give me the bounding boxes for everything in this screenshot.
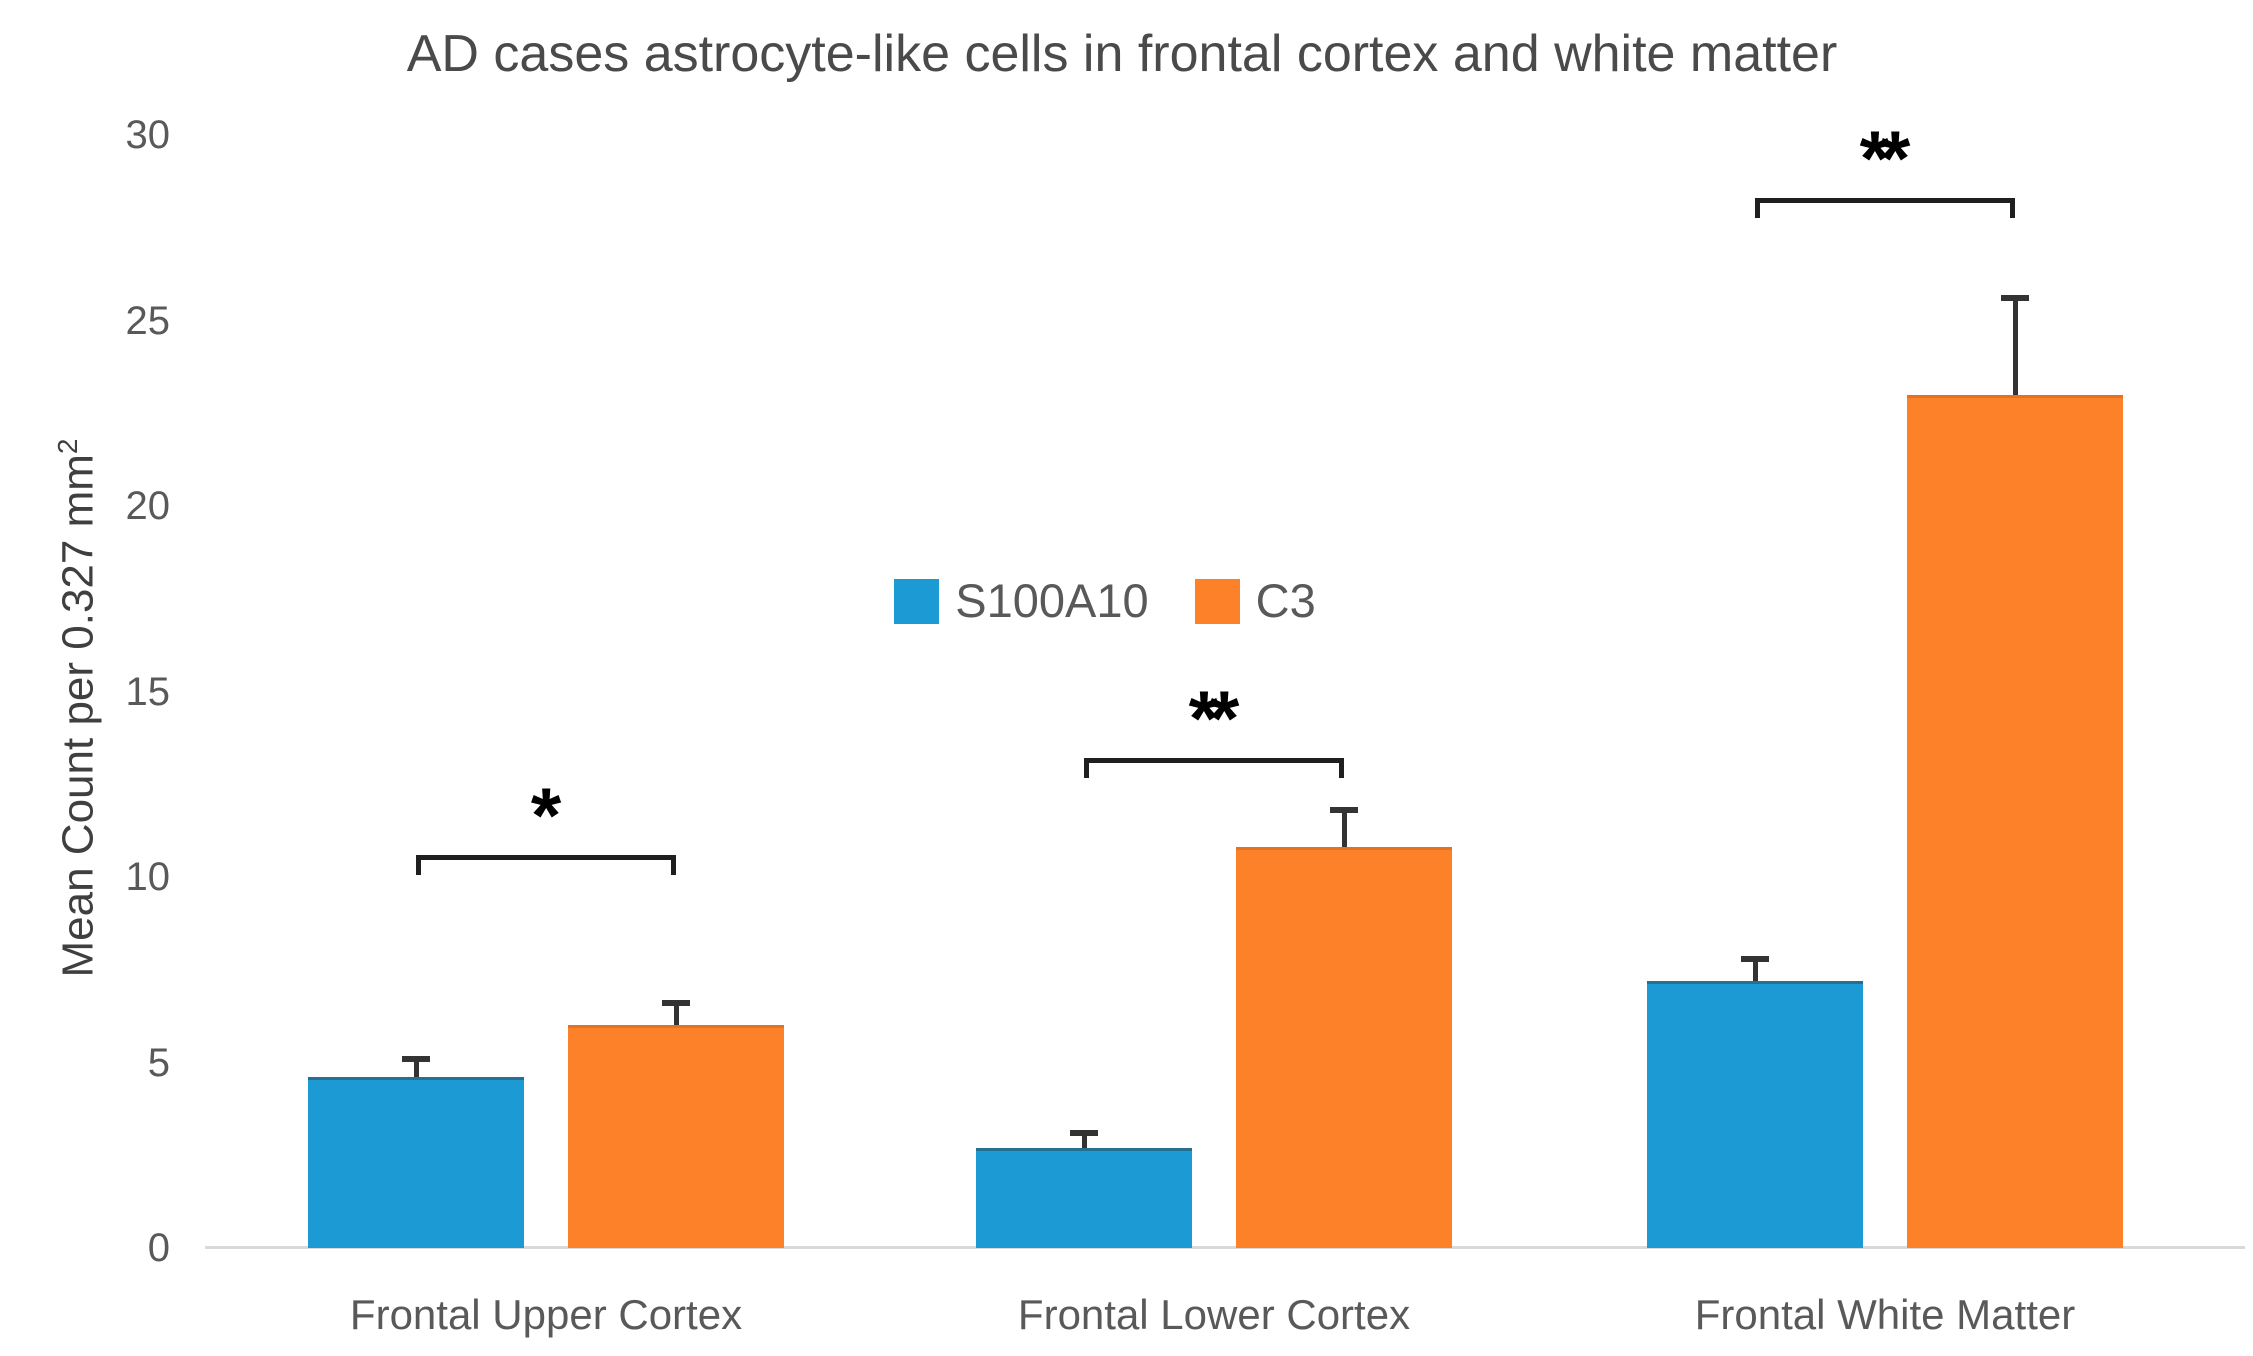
error-bar-c3-frontal-upper-cortex xyxy=(673,1003,679,1026)
y-tick-label-30: 30 xyxy=(125,113,171,157)
significance-label-frontal-white-matter: ** xyxy=(1859,114,1911,203)
legend-item-c3: C3 xyxy=(1194,571,1316,631)
bar-s100a10-frontal-upper-cortex xyxy=(308,1077,524,1248)
significance-bracket-frontal-white-matter xyxy=(1755,198,2015,219)
legend-swatch-c3 xyxy=(1194,578,1240,624)
y-tick-label-25: 25 xyxy=(125,298,171,343)
error-bar-cap-c3-frontal-white-matter xyxy=(2001,295,2029,302)
legend: S100A10 C3 xyxy=(0,570,2210,632)
bar-s100a10-frontal-lower-cortex xyxy=(976,1147,1192,1248)
y-tick-label-0: 0 xyxy=(147,1226,170,1270)
error-bar-cap-s100a10-frontal-upper-cortex xyxy=(402,1055,430,1062)
bar-c3-frontal-upper-cortex xyxy=(568,1025,784,1248)
bar-c3-frontal-lower-cortex xyxy=(1236,847,1452,1248)
bar-s100a10-frontal-white-matter xyxy=(1647,980,1863,1248)
y-tick-label-5: 5 xyxy=(147,1040,170,1085)
significance-bracket-frontal-upper-cortex xyxy=(416,854,676,875)
chart-title: AD cases astrocyte-like cells in frontal… xyxy=(406,25,1838,83)
y-tick-label-15: 15 xyxy=(125,669,171,714)
error-bar-s100a10-frontal-upper-cortex xyxy=(413,1058,419,1078)
legend-swatch-s100a10 xyxy=(894,578,940,624)
significance-label-frontal-lower-cortex: ** xyxy=(1188,674,1240,763)
error-bar-cap-s100a10-frontal-white-matter xyxy=(1741,955,1769,962)
error-bar-cap-c3-frontal-lower-cortex xyxy=(1330,807,1358,814)
legend-label-c3: C3 xyxy=(1255,574,1316,627)
error-bar-c3-frontal-white-matter xyxy=(2012,298,2018,395)
bar-c3-frontal-white-matter xyxy=(1907,394,2123,1248)
y-axis-title-superscript: 2 xyxy=(52,438,83,455)
y-tick-label-20: 20 xyxy=(125,484,171,528)
x-category-label-frontal-white-matter: Frontal White Matter xyxy=(1694,1291,2076,1338)
significance-label-frontal-upper-cortex: * xyxy=(530,770,561,859)
legend-item-s100a10: S100A10 xyxy=(894,571,1149,631)
error-bar-c3-frontal-lower-cortex xyxy=(1341,810,1347,848)
y-tick-label-10: 10 xyxy=(125,855,171,899)
x-category-label-frontal-lower-cortex: Frontal Lower Cortex xyxy=(1017,1291,1411,1338)
x-axis-line xyxy=(205,1246,2245,1249)
significance-bracket-frontal-lower-cortex xyxy=(1084,758,1344,779)
x-category-label-frontal-upper-cortex: Frontal Upper Cortex xyxy=(349,1291,743,1338)
legend-label-s100a10: S100A10 xyxy=(955,574,1149,627)
error-bar-cap-s100a10-frontal-lower-cortex xyxy=(1070,1129,1098,1136)
error-bar-cap-c3-frontal-upper-cortex xyxy=(662,1000,690,1007)
error-bar-s100a10-frontal-white-matter xyxy=(1752,958,1758,981)
error-bar-s100a10-frontal-lower-cortex xyxy=(1081,1132,1087,1148)
